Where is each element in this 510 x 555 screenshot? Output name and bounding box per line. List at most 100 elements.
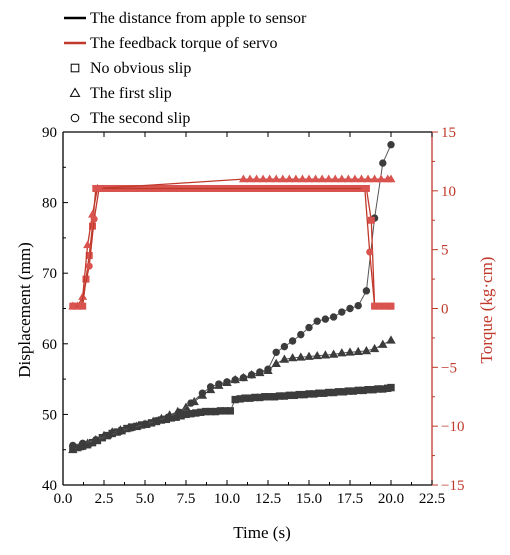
series-0 <box>69 383 395 452</box>
data-point <box>278 174 288 183</box>
data-point <box>350 174 360 183</box>
data-point <box>297 330 305 339</box>
data-point <box>175 408 184 416</box>
data-point <box>378 339 388 348</box>
data-point <box>206 383 215 391</box>
legend-label: No obvious slip <box>90 60 191 77</box>
data-point <box>385 302 393 310</box>
x-tick-label: 10.0 <box>214 491 240 507</box>
data-point <box>379 159 387 167</box>
legend-marker-swatch <box>70 63 80 73</box>
y2-tick-label: −15 <box>441 478 464 494</box>
y-axis-label: Displacement (mm) <box>15 242 34 378</box>
data-point <box>357 174 366 183</box>
data-point <box>279 354 290 363</box>
data-point <box>361 184 369 192</box>
data-point <box>288 337 297 345</box>
x-tick-label: 15.0 <box>296 491 322 507</box>
data-point <box>345 347 355 356</box>
data-point <box>77 302 85 310</box>
data-point <box>287 353 298 362</box>
legend-marker-swatch <box>69 87 81 97</box>
y-tick-label: 60 <box>42 337 57 353</box>
data-point <box>271 174 281 183</box>
y-tick-label: 80 <box>42 196 57 212</box>
data-point <box>78 439 87 448</box>
y2-axis-label: Torque (kg·cm) <box>477 257 496 364</box>
data-point <box>105 431 113 440</box>
data-point <box>320 350 331 359</box>
series-2 <box>69 141 395 450</box>
data-point <box>338 308 346 316</box>
series-line <box>72 187 390 307</box>
data-point <box>258 174 268 183</box>
data-point <box>337 174 347 183</box>
y2-tick-label: 5 <box>441 243 449 259</box>
data-point <box>296 352 306 361</box>
data-point <box>95 184 103 192</box>
data-point <box>304 174 314 183</box>
data-point <box>362 287 371 295</box>
y2-tick-label: 15 <box>441 125 456 141</box>
series-layer <box>68 141 396 454</box>
data-point <box>128 424 136 432</box>
x-tick-label: 17.5 <box>337 491 363 507</box>
series-line <box>72 187 391 307</box>
data-point <box>353 346 363 355</box>
series-4 <box>68 174 396 310</box>
data-point <box>264 365 272 373</box>
data-point <box>245 174 255 183</box>
data-point <box>272 348 280 356</box>
data-point <box>354 301 362 310</box>
x-tick-label: 20.0 <box>378 491 404 507</box>
data-point <box>370 174 380 183</box>
legend-label: The first slip <box>90 85 172 102</box>
legend-marker-swatch <box>70 113 80 123</box>
axes-layer: 0.0 2.5 5.0 7.5 10.0 12.5 15.0 17.5 20.0 22.54050… <box>42 125 464 507</box>
data-point <box>346 304 354 313</box>
legend-label: The distance from apple to sensor <box>90 10 307 27</box>
data-point <box>387 141 395 149</box>
data-point <box>85 262 93 270</box>
data-point <box>367 216 375 224</box>
series-3 <box>69 184 395 310</box>
data-point <box>152 417 161 425</box>
data-point <box>164 413 172 421</box>
data-point <box>311 174 321 183</box>
legend-label: The second slip <box>90 110 190 127</box>
data-point <box>366 248 374 256</box>
y-tick-label: 40 <box>42 478 57 494</box>
data-point <box>83 240 93 249</box>
data-point <box>92 436 100 444</box>
y2-tick-label: 0 <box>441 302 449 318</box>
data-point <box>284 174 294 183</box>
data-point <box>376 174 386 183</box>
data-point <box>68 444 78 454</box>
x-tick-label: 5.0 <box>136 491 155 507</box>
data-point <box>271 358 281 367</box>
data-point <box>69 441 77 450</box>
data-point <box>265 174 275 183</box>
data-point <box>116 427 125 436</box>
data-point <box>328 349 339 358</box>
series-5 <box>69 184 393 310</box>
series-line <box>72 178 391 307</box>
data-point <box>247 371 256 379</box>
y2-tick-label: 10 <box>441 184 456 200</box>
y-tick-label: 90 <box>42 125 57 141</box>
data-point <box>252 174 261 183</box>
legend-label: The feedback torque of servo <box>90 35 277 52</box>
data-point <box>343 174 353 183</box>
data-point <box>369 343 380 353</box>
data-point <box>198 389 207 397</box>
data-point <box>291 174 301 183</box>
data-point <box>330 174 340 183</box>
data-point <box>239 373 248 382</box>
data-point <box>321 315 330 323</box>
data-point <box>387 383 395 392</box>
x-tick-label: 0.0 <box>54 491 73 507</box>
data-point <box>324 174 334 183</box>
y-tick-label: 50 <box>42 407 57 423</box>
data-point <box>363 174 373 183</box>
